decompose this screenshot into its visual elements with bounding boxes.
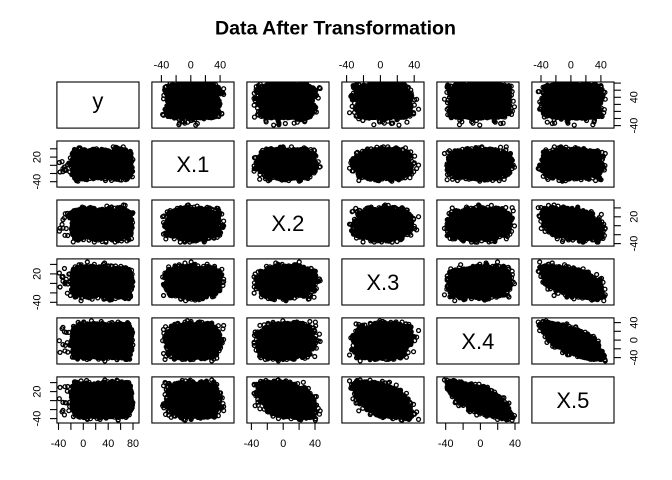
svg-text:-40: -40 (32, 411, 44, 427)
svg-text:40: 40 (595, 60, 607, 72)
svg-text:0: 0 (377, 60, 383, 72)
svg-text:0: 0 (80, 438, 86, 450)
svg-text:-40: -40 (629, 236, 641, 252)
svg-text:-40: -40 (533, 60, 549, 72)
svg-text:X.2: X.2 (271, 211, 304, 236)
svg-text:40: 40 (102, 438, 114, 450)
svg-text:-40: -40 (244, 438, 260, 450)
svg-text:-40: -40 (629, 350, 641, 366)
svg-text:20: 20 (32, 268, 44, 280)
svg-text:20: 20 (32, 386, 44, 398)
svg-text:X.1: X.1 (176, 152, 209, 177)
svg-text:40: 40 (309, 438, 321, 450)
svg-text:40: 40 (629, 91, 641, 103)
svg-text:-40: -40 (32, 174, 44, 190)
svg-text:-40: -40 (32, 294, 44, 310)
svg-text:0: 0 (629, 337, 641, 343)
svg-text:0: 0 (477, 438, 483, 450)
svg-text:-40: -40 (339, 60, 355, 72)
svg-text:40: 40 (509, 438, 521, 450)
svg-text:20: 20 (32, 151, 44, 163)
svg-text:0: 0 (568, 60, 574, 72)
svg-text:-40: -40 (629, 118, 641, 134)
svg-text:0: 0 (280, 438, 286, 450)
svg-text:X.3: X.3 (366, 270, 399, 295)
svg-text:Data After Transformation: Data After Transformation (215, 18, 456, 40)
svg-text:0: 0 (188, 60, 194, 72)
svg-text:-40: -40 (51, 438, 67, 450)
svg-text:40: 40 (214, 60, 226, 72)
svg-text:y: y (92, 89, 103, 114)
svg-text:20: 20 (629, 211, 641, 223)
svg-text:X.5: X.5 (556, 388, 589, 413)
svg-text:-40: -40 (438, 438, 454, 450)
svg-text:40: 40 (629, 317, 641, 329)
svg-text:80: 80 (127, 438, 139, 450)
svg-text:X.4: X.4 (461, 329, 494, 354)
svg-text:40: 40 (408, 60, 420, 72)
svg-text:-40: -40 (154, 60, 170, 72)
